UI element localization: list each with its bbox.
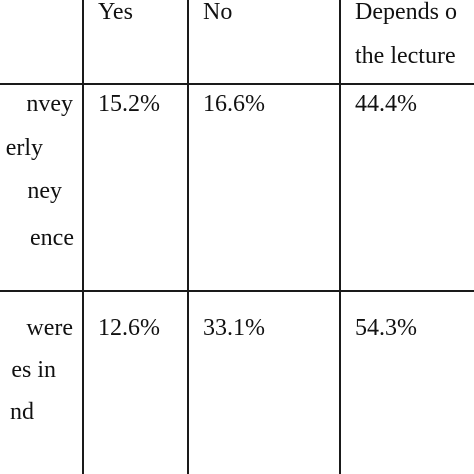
header-depends-line2: the lecture bbox=[355, 43, 456, 69]
column-divider bbox=[339, 0, 341, 474]
row-2-depends: 54.3% bbox=[355, 315, 417, 341]
header-yes: Yes bbox=[98, 0, 133, 25]
row-1-label-line: erly bbox=[5, 135, 43, 161]
row-1-label-line: nvey bbox=[26, 91, 73, 117]
column-divider bbox=[82, 0, 84, 474]
row-1-label-line: ence bbox=[30, 225, 74, 251]
column-divider bbox=[187, 0, 189, 474]
row-1-yes: 15.2% bbox=[98, 91, 160, 117]
row-divider bbox=[0, 290, 474, 292]
row-2-label-line: were bbox=[26, 315, 73, 341]
row-1-no: 16.6% bbox=[203, 91, 265, 117]
row-2-yes: 12.6% bbox=[98, 315, 160, 341]
row-2-label-line: nd bbox=[10, 399, 34, 425]
row-divider bbox=[0, 83, 474, 85]
header-no: No bbox=[203, 0, 233, 25]
header-depends-line1: Depends o bbox=[355, 0, 457, 25]
row-1-depends: 44.4% bbox=[355, 91, 417, 117]
row-2-label-line: es in bbox=[11, 357, 56, 383]
row-1-label-line: ney bbox=[27, 178, 62, 204]
row-2-no: 33.1% bbox=[203, 315, 265, 341]
